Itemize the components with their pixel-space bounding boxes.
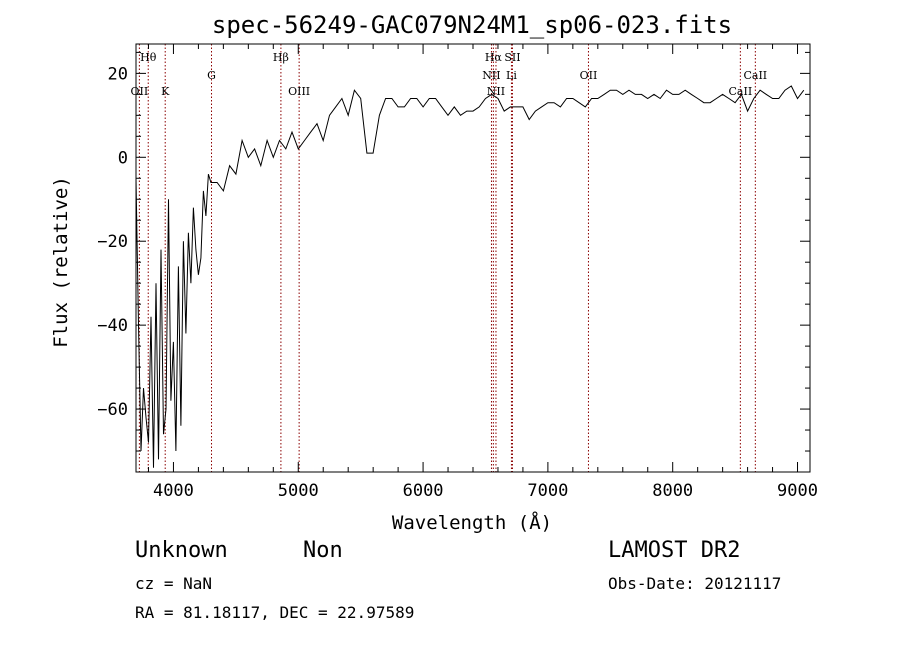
line-label: OIII xyxy=(288,85,310,98)
plot-frame xyxy=(135,43,811,473)
y-axis: 20 0 −20 −40 −60 xyxy=(97,51,810,452)
x-tick-label: 4000 xyxy=(153,481,194,501)
line-label: Hα xyxy=(485,51,503,64)
x-tick-label: 5000 xyxy=(278,481,319,501)
chart-title: spec-56249-GAC079N24M1_sp06-023.fits xyxy=(212,11,732,39)
x-tick-label: 9000 xyxy=(777,481,818,501)
y-tick-label: 20 xyxy=(108,64,128,84)
observation-date: Obs-Date: 20121117 xyxy=(608,574,782,593)
line-label: NII xyxy=(482,69,500,82)
line-label: OII xyxy=(580,69,598,82)
y-tick-label: −40 xyxy=(97,316,128,336)
x-tick-label: 6000 xyxy=(403,481,444,501)
line-label: Hβ xyxy=(273,51,289,64)
y-axis-label: Flux (relative) xyxy=(50,176,72,348)
x-axis-label: Wavelength (Å) xyxy=(392,511,552,534)
object-subclass: Non xyxy=(303,538,343,563)
survey-name: LAMOST DR2 xyxy=(608,538,741,563)
line-label: SII xyxy=(504,51,520,64)
line-label: CaII xyxy=(729,85,753,98)
line-markers xyxy=(138,44,756,472)
x-tick-label: 8000 xyxy=(652,481,693,501)
object-class: Unknown xyxy=(135,538,228,563)
spectrum-line xyxy=(135,85,805,468)
y-tick-label: −60 xyxy=(97,400,128,420)
y-tick-label: 0 xyxy=(118,148,128,168)
x-tick-label: 7000 xyxy=(527,481,568,501)
line-label: CaII xyxy=(743,69,767,82)
line-label: OII xyxy=(131,85,149,98)
spectrum-chart: spec-56249-GAC079N24M1_sp06-023.fits Hθ O… xyxy=(50,11,818,534)
line-label: Hθ xyxy=(140,51,157,64)
y-tick-label: −20 xyxy=(97,232,128,252)
redshift: cz = NaN xyxy=(135,574,213,593)
line-label: Li xyxy=(506,69,517,82)
coordinates: RA = 81.18117, DEC = 22.97589 xyxy=(135,603,415,622)
line-label: K xyxy=(161,85,170,98)
x-axis: 4000 5000 6000 7000 8000 9000 xyxy=(147,44,818,501)
line-label: G xyxy=(207,69,216,82)
